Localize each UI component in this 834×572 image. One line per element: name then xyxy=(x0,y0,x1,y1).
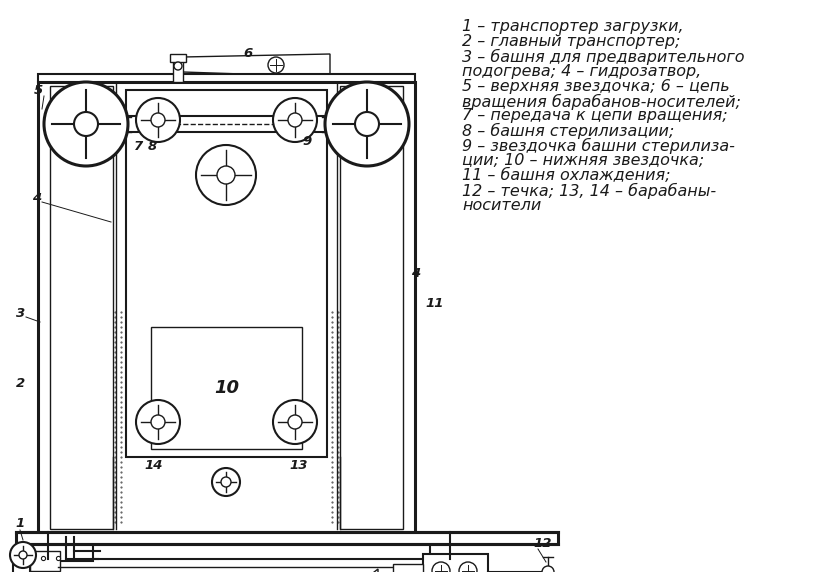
Bar xyxy=(50,86,113,529)
Circle shape xyxy=(174,62,182,70)
Text: 6: 6 xyxy=(243,47,252,60)
Circle shape xyxy=(74,112,98,136)
Text: 3: 3 xyxy=(16,307,25,320)
Circle shape xyxy=(151,415,165,429)
Bar xyxy=(170,54,186,62)
Text: 11: 11 xyxy=(425,297,444,310)
Text: 8 – башня стерилизации;: 8 – башня стерилизации; xyxy=(462,123,674,140)
Text: 8: 8 xyxy=(148,140,158,153)
Text: ции; 10 – нижняя звездочка;: ции; 10 – нижняя звездочка; xyxy=(462,153,704,168)
Bar xyxy=(340,86,403,529)
Bar xyxy=(38,74,415,82)
Circle shape xyxy=(10,542,36,568)
Text: 7 – передача к цепи вращения;: 7 – передача к цепи вращения; xyxy=(462,108,727,124)
Text: 14: 14 xyxy=(144,459,163,472)
Bar xyxy=(126,90,327,457)
Bar xyxy=(16,532,558,544)
Text: 3 – башня для предварительного: 3 – башня для предварительного xyxy=(462,49,745,65)
Text: 10: 10 xyxy=(214,379,239,397)
Text: 5: 5 xyxy=(34,84,43,97)
Bar xyxy=(30,544,93,561)
Circle shape xyxy=(44,82,128,166)
Text: 5 – верхняя звездочка; 6 – цепь: 5 – верхняя звездочка; 6 – цепь xyxy=(462,78,730,93)
Text: 9: 9 xyxy=(302,135,311,148)
Bar xyxy=(151,327,302,449)
Polygon shape xyxy=(369,569,393,572)
Text: носители: носители xyxy=(462,197,541,213)
Text: 13: 13 xyxy=(289,459,308,472)
Circle shape xyxy=(196,145,256,205)
Text: 4: 4 xyxy=(411,267,420,280)
Text: 9 – звездочка башни стерилиза-: 9 – звездочка башни стерилиза- xyxy=(462,138,735,154)
Text: 1: 1 xyxy=(15,517,24,530)
Text: 1 – транспортер загрузки,: 1 – транспортер загрузки, xyxy=(462,19,684,34)
Bar xyxy=(423,554,488,572)
Text: 2: 2 xyxy=(16,377,25,390)
Circle shape xyxy=(459,562,477,572)
Circle shape xyxy=(542,566,554,572)
Text: 12: 12 xyxy=(533,537,551,550)
Circle shape xyxy=(217,166,235,184)
Circle shape xyxy=(19,551,27,559)
Bar xyxy=(38,82,415,537)
Text: 11 – башня охлаждения;: 11 – башня охлаждения; xyxy=(462,168,671,183)
Text: 12 – течка; 13, 14 – барабаны-: 12 – течка; 13, 14 – барабаны- xyxy=(462,182,716,199)
Bar xyxy=(393,564,423,572)
Circle shape xyxy=(288,113,302,127)
Text: 2 – главный транспортер;: 2 – главный транспортер; xyxy=(462,34,681,49)
Circle shape xyxy=(325,82,409,166)
Polygon shape xyxy=(183,54,330,77)
Bar xyxy=(30,551,60,571)
Circle shape xyxy=(136,400,180,444)
Circle shape xyxy=(221,477,231,487)
Circle shape xyxy=(273,400,317,444)
Text: подогрева; 4 – гидрозатвор,: подогрева; 4 – гидрозатвор, xyxy=(462,63,701,78)
Circle shape xyxy=(432,562,450,572)
Circle shape xyxy=(151,113,165,127)
Circle shape xyxy=(212,468,240,496)
Bar xyxy=(173,60,183,82)
Text: 4: 4 xyxy=(32,192,41,205)
Circle shape xyxy=(268,57,284,73)
Circle shape xyxy=(136,98,180,142)
Circle shape xyxy=(288,415,302,429)
Text: вращения барабанов-носителей;: вращения барабанов-носителей; xyxy=(462,93,741,110)
Circle shape xyxy=(355,112,379,136)
Circle shape xyxy=(273,98,317,142)
Bar xyxy=(23,542,430,559)
Text: 7: 7 xyxy=(134,140,143,153)
